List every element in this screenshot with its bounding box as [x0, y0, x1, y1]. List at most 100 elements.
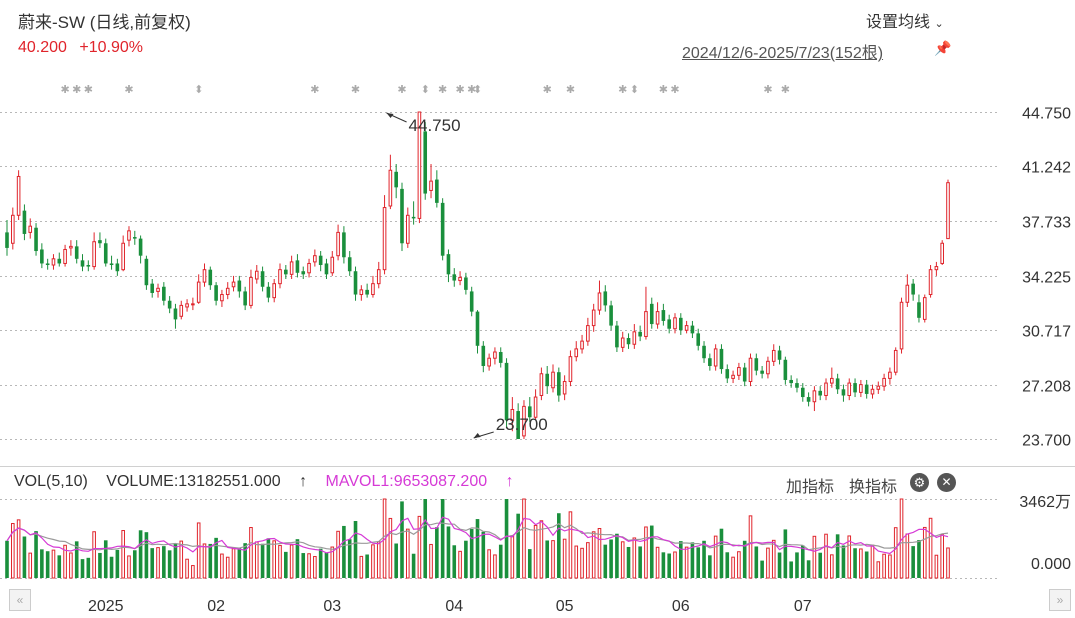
volume-bar: [324, 552, 329, 578]
candle-body: [167, 300, 172, 309]
candle-body: [127, 230, 131, 241]
candle-body: [591, 309, 596, 327]
candle-body: [429, 180, 433, 191]
candle-body: [249, 276, 253, 306]
candle-body: [754, 358, 759, 371]
candle-body: [719, 348, 724, 370]
candle-body: [272, 283, 276, 299]
candle-body: [737, 367, 741, 376]
candle-body: [5, 232, 9, 248]
candle-body: [347, 257, 352, 272]
volume-bar: [818, 552, 823, 578]
candle-body: [586, 325, 590, 342]
volume-bar: [307, 553, 311, 579]
event-marker-icon: ⬍: [421, 84, 430, 96]
volume-bar: [330, 546, 335, 579]
volume-bar: [40, 549, 44, 578]
volume-bar: [376, 541, 381, 579]
volume-bar: [289, 544, 294, 579]
candle-body: [156, 287, 160, 292]
volume-bar: [946, 547, 950, 579]
candle-body: [847, 382, 852, 397]
volume-bar: [568, 511, 573, 579]
volume-indicator-bar: VOL(5,10) VOLUME:13182551.000 ↑ MAVOL1:9…: [14, 473, 514, 491]
event-marker-icon: ✱: [84, 84, 93, 96]
volume-bar: [824, 533, 828, 579]
volume-bar: [591, 531, 596, 579]
price-tick-label: 37.733: [1022, 215, 1071, 232]
candle-body: [469, 291, 474, 312]
candle-body: [905, 284, 910, 303]
add-indicator-button[interactable]: 加指标: [786, 479, 835, 496]
candle-body: [679, 317, 683, 331]
candle-body: [150, 283, 155, 293]
volume-bar: [28, 552, 33, 579]
candle-body: [214, 285, 218, 301]
candle-body: [359, 289, 364, 296]
candle-body: [777, 350, 782, 360]
ma-setting-button[interactable]: 设置均线 ⌄: [866, 8, 944, 32]
volume-bar: [557, 513, 561, 578]
mavol-value: MAVOL1:9653087.200: [325, 473, 488, 490]
x-month-label: 05: [556, 598, 574, 615]
candle-body: [771, 349, 776, 362]
candle-body: [620, 337, 625, 348]
volume-bar: [725, 552, 730, 578]
candle-body: [208, 269, 213, 286]
candle-body: [86, 265, 91, 267]
candle-body: [603, 291, 608, 306]
swap-indicator-button[interactable]: 换指标: [849, 479, 898, 496]
candle-body: [405, 214, 410, 244]
volume-tick-zero: 0.000: [1031, 556, 1071, 573]
volume-bar: [748, 515, 753, 579]
candle-body: [336, 231, 340, 257]
candle-body: [376, 269, 381, 285]
volume-bar: [603, 544, 608, 578]
volume-bar: [185, 558, 189, 579]
event-marker-icon: ✱: [467, 84, 476, 96]
candle-body: [225, 287, 230, 296]
candle-body: [527, 406, 532, 418]
gear-icon[interactable]: ⚙: [910, 473, 929, 492]
candle-body: [713, 348, 718, 367]
volume-bar: [690, 542, 695, 578]
candle-body: [597, 292, 602, 311]
candle-body: [899, 301, 904, 350]
close-icon[interactable]: ✕: [937, 473, 956, 492]
candle-body: [510, 408, 515, 421]
price-tick-label: 23.700: [1022, 433, 1071, 450]
event-marker-icon: ✱: [455, 84, 464, 96]
mavol1-line: [6, 516, 949, 555]
date-range-label[interactable]: 2024/12/6-2025/7/23(152根): [682, 45, 884, 62]
candle-body: [34, 227, 38, 252]
candle-body: [859, 384, 863, 393]
volume-bar: [260, 543, 265, 578]
candle-body: [690, 325, 695, 334]
double-chevron-left-icon[interactable]: «: [9, 589, 31, 611]
candle-body: [516, 411, 520, 439]
candle-body: [649, 303, 654, 325]
candle-body: [609, 305, 613, 326]
volume-bar: [121, 530, 125, 579]
candle-body: [115, 263, 120, 272]
volume-bar: [789, 561, 793, 578]
pin-icon[interactable]: 📌: [934, 40, 952, 56]
candle-body: [835, 378, 840, 390]
candle-body: [318, 255, 323, 266]
double-chevron-right-icon[interactable]: »: [1049, 589, 1071, 611]
candle-body: [74, 246, 79, 259]
volume-bar: [86, 557, 91, 578]
volume-bar: [655, 546, 660, 579]
volume-bar: [191, 565, 195, 579]
candle-body: [783, 359, 788, 380]
candle-body: [632, 331, 637, 345]
candle-body: [92, 241, 96, 268]
candle-body: [162, 286, 166, 301]
volume-bar: [278, 544, 282, 579]
candle-body: [748, 357, 753, 383]
volume-bar: [51, 549, 56, 579]
candle-body: [324, 263, 329, 275]
chevron-down-icon: ⌄: [934, 18, 944, 30]
volume-bar: [644, 526, 648, 579]
